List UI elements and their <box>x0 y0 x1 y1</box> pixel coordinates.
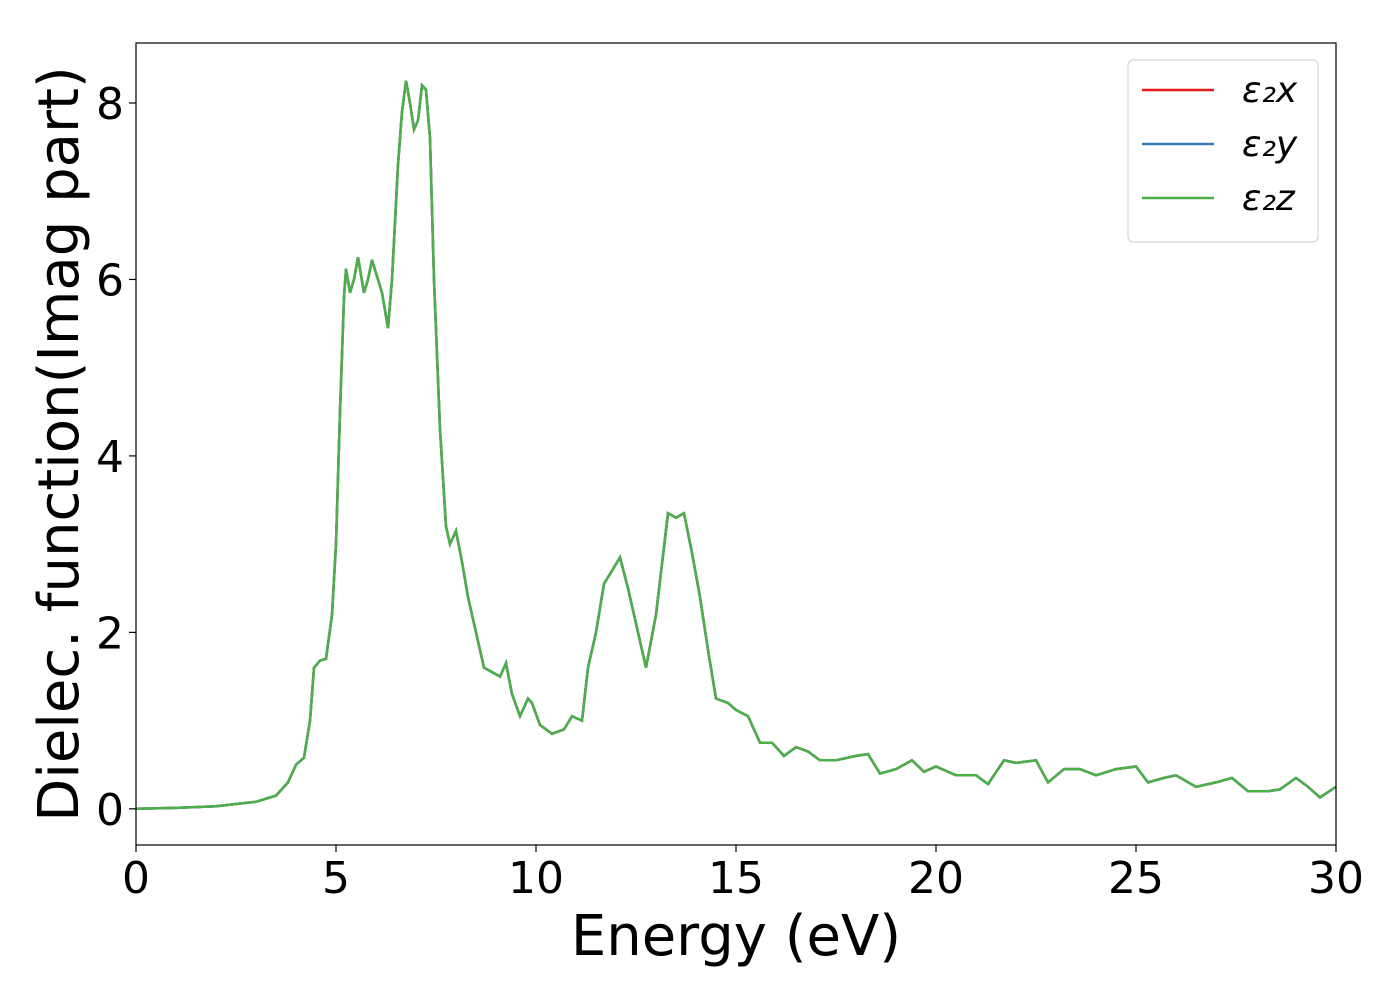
y-tick-label: 0 <box>96 785 124 836</box>
y-axis-label: Dielec. function(Imag part) <box>27 66 92 822</box>
x-tick-label: 25 <box>1108 853 1164 904</box>
x-tick-label: 15 <box>708 853 764 904</box>
x-tick-label: 30 <box>1308 853 1364 904</box>
legend-box <box>1127 59 1319 243</box>
legend-label: ε₂z <box>1242 178 1296 219</box>
y-tick-label: 4 <box>96 432 124 483</box>
legend-label: ε₂y <box>1242 124 1298 165</box>
y-tick-label: 8 <box>96 79 124 130</box>
x-tick-label: 0 <box>122 853 150 904</box>
legend-label: ε₂x <box>1242 70 1298 111</box>
series-line <box>136 80 1336 811</box>
x-tick-label: 10 <box>508 853 564 904</box>
y-tick-label: 6 <box>96 255 124 306</box>
y-tick-label: 2 <box>96 608 124 659</box>
x-axis-label: Energy (eV) <box>571 904 901 969</box>
x-tick-label: 5 <box>322 853 350 904</box>
x-tick-label: 20 <box>908 853 964 904</box>
plot-frame <box>135 42 1337 846</box>
